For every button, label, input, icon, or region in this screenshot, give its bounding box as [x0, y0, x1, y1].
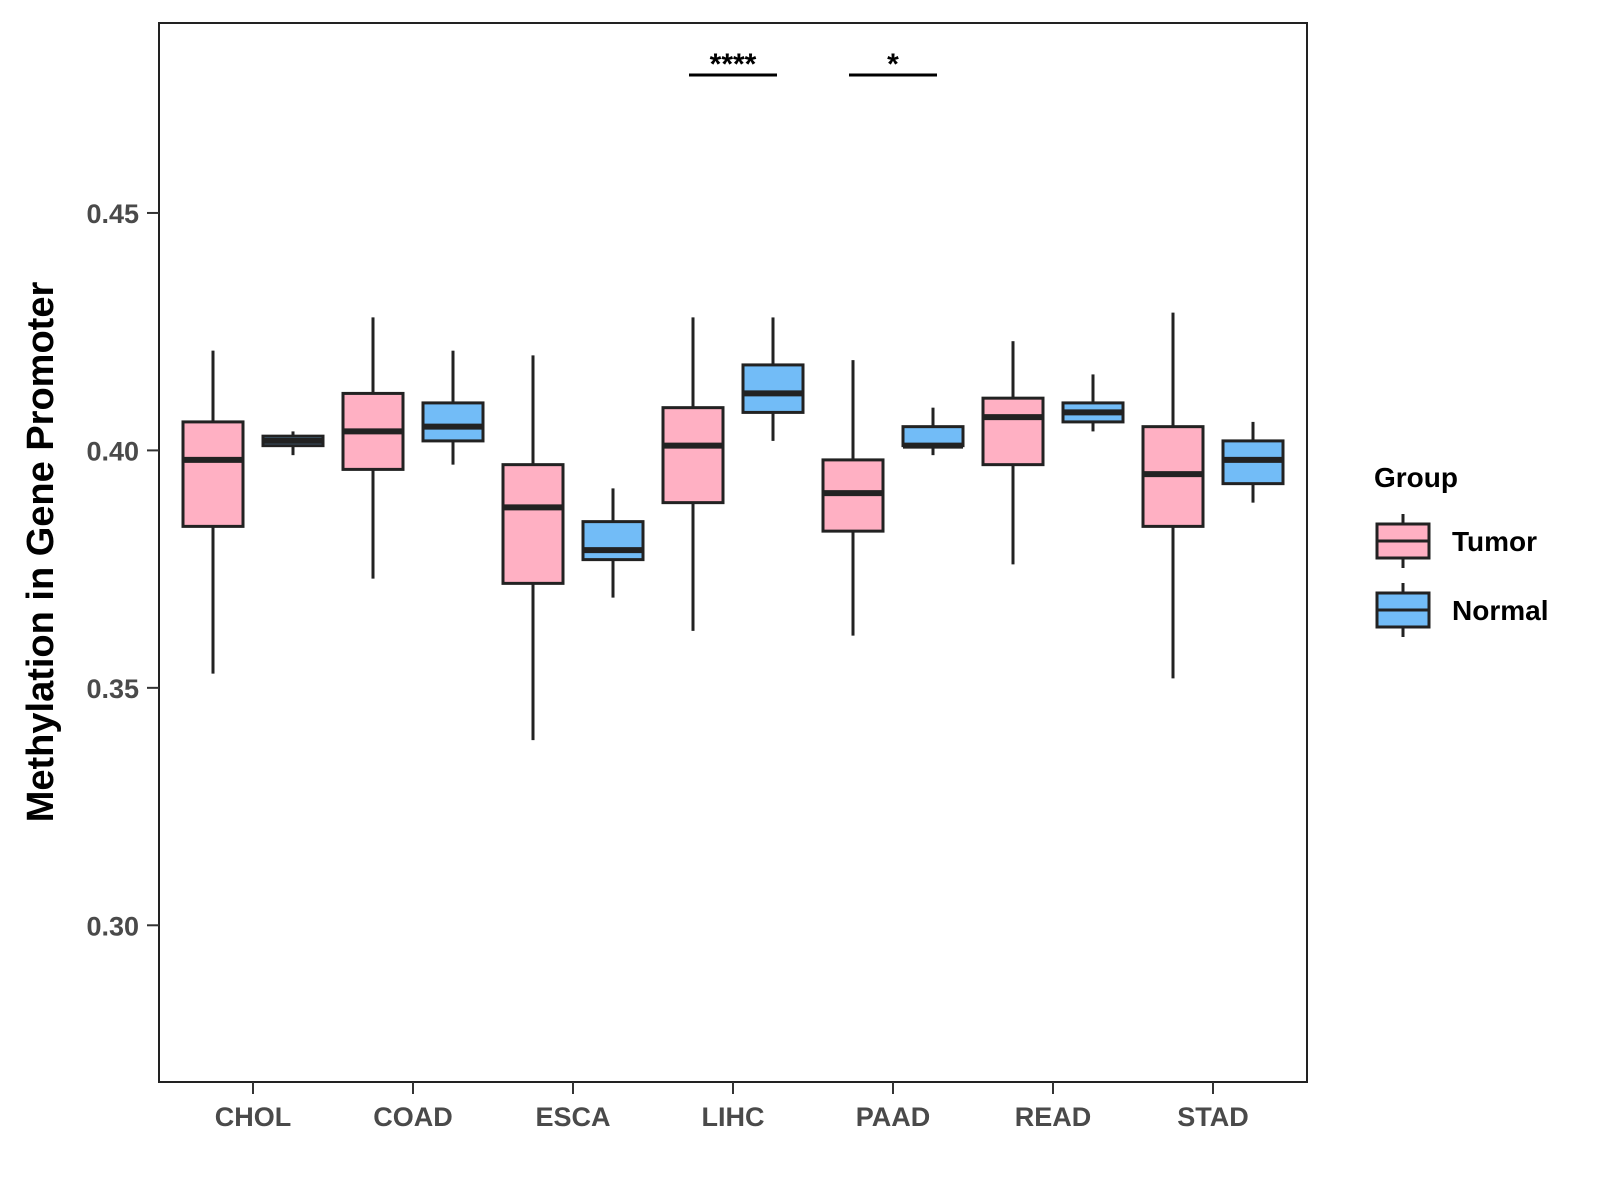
box-normal-stad — [1221, 421, 1285, 503]
legend-title: Group — [1374, 462, 1458, 493]
y-tick-label: 0.45 — [86, 199, 139, 229]
box-iqr — [421, 401, 485, 443]
box-iqr — [661, 406, 725, 505]
legend-label-tumor: Tumor — [1452, 526, 1537, 557]
x-tick-label-coad: COAD — [373, 1102, 453, 1132]
x-tick-label-lihc: LIHC — [702, 1102, 765, 1132]
box-tumor-read — [981, 341, 1045, 565]
box-iqr — [741, 363, 805, 414]
box-normal-coad — [421, 350, 485, 465]
legend-key-tumor — [1375, 514, 1431, 568]
box-iqr — [981, 396, 1045, 467]
x-tick-label-paad: PAAD — [856, 1102, 931, 1132]
box-tumor-paad — [821, 360, 885, 636]
box-iqr — [581, 520, 645, 562]
legend-label-normal: Normal — [1452, 595, 1548, 626]
significance-lihc-label: **** — [710, 48, 757, 81]
legend-entries: Tumor Normal — [1375, 514, 1548, 637]
x-tick-label-chol: CHOL — [215, 1102, 292, 1132]
box-iqr — [501, 463, 565, 585]
y-axis-title: Methylation in Gene Promoter — [20, 282, 62, 823]
box-normal-read — [1061, 374, 1125, 432]
box-tumor-lihc — [661, 317, 725, 631]
box-iqr — [181, 420, 245, 528]
box-tumor-esca — [501, 355, 565, 741]
box-normal-lihc — [741, 317, 805, 441]
legend-key-normal — [1375, 583, 1431, 637]
box-tumor-chol — [181, 350, 245, 674]
x-tick-label-esca: ESCA — [535, 1102, 610, 1132]
axis-layer: 0.30 0.35 0.40 0.45 CHOL COAD ESCA LIHC PAAD READ… — [86, 199, 1248, 1132]
box-normal-chol — [261, 431, 325, 456]
y-tick-label: 0.35 — [86, 674, 139, 704]
x-tick-label-read: READ — [1015, 1102, 1092, 1132]
plot-panel — [158, 22, 1308, 1083]
legend: Group Tumor Normal — [1374, 462, 1548, 637]
y-tick-label: 0.40 — [86, 436, 139, 466]
y-tick-label: 0.30 — [86, 911, 139, 941]
box-normal-paad — [901, 407, 965, 456]
box-normal-esca — [581, 488, 645, 598]
box-tumor-stad — [1141, 312, 1205, 679]
box-tumor-coad — [341, 317, 405, 579]
plot-layer: **** * — [181, 48, 1285, 741]
x-tick-label-stad: STAD — [1177, 1102, 1249, 1132]
significance-paad-label: * — [887, 48, 899, 81]
